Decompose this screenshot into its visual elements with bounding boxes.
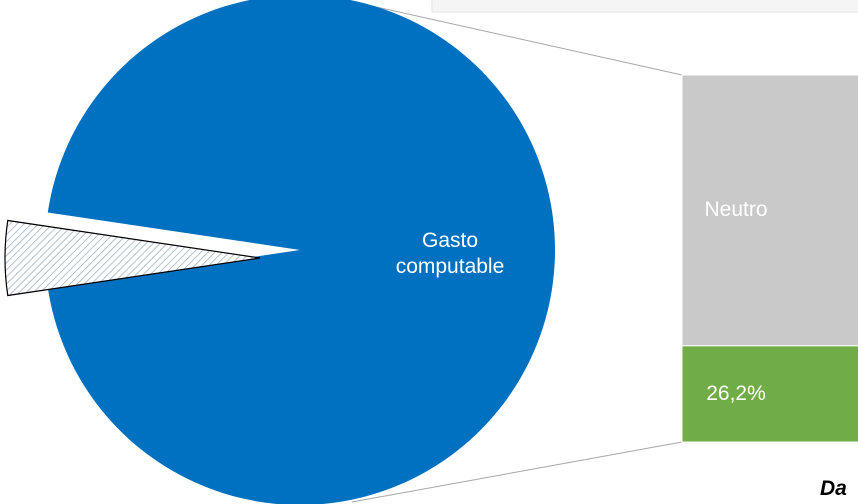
bar-segment	[681, 74, 858, 347]
legend-box	[431, 0, 858, 13]
connector	[351, 441, 683, 503]
pie-label: Gasto computable	[395, 229, 505, 278]
bar-label: 26,2%	[706, 381, 766, 405]
bar-segment	[681, 345, 858, 443]
pie-slice	[47, 0, 555, 504]
bar-label: Neutro	[704, 198, 768, 222]
pie-slice	[4, 219, 261, 297]
note: Da	[820, 477, 847, 500]
